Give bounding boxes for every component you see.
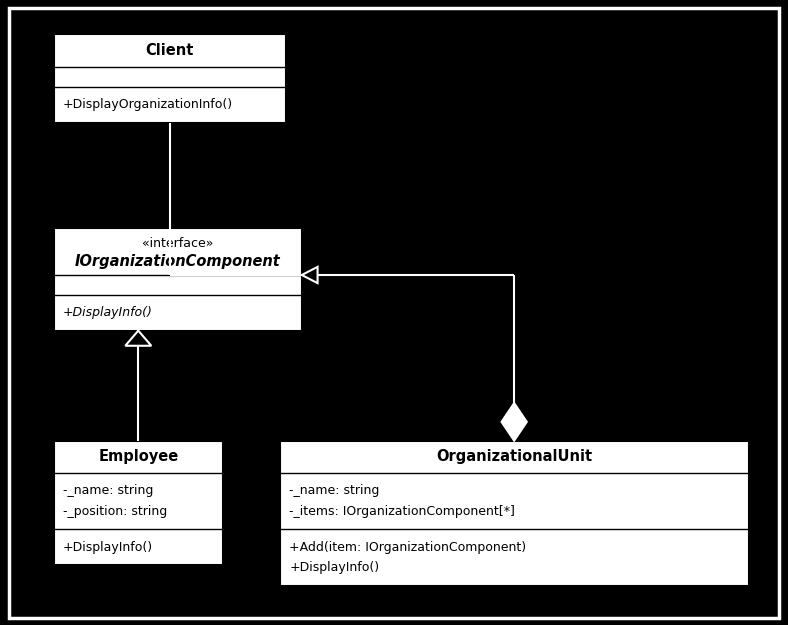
Bar: [54, 441, 223, 565]
Text: +DisplayOrganizationInfo(): +DisplayOrganizationInfo(): [63, 98, 233, 111]
Polygon shape: [125, 331, 151, 346]
Text: +DisplayInfo(): +DisplayInfo(): [63, 306, 153, 319]
Text: +DisplayInfo(): +DisplayInfo(): [63, 541, 153, 554]
Text: -_name: string: -_name: string: [289, 484, 380, 498]
Text: Client: Client: [146, 43, 194, 58]
Bar: [280, 441, 749, 586]
Bar: [54, 34, 286, 123]
Text: +DisplayInfo(): +DisplayInfo(): [289, 561, 379, 574]
Text: -_name: string: -_name: string: [63, 484, 154, 498]
Text: -_items: IOrganizationComponent[*]: -_items: IOrganizationComponent[*]: [289, 505, 515, 518]
Text: Employee: Employee: [98, 449, 178, 464]
Text: «interface»: «interface»: [142, 237, 214, 249]
Text: +Add(item: IOrganizationComponent): +Add(item: IOrganizationComponent): [289, 541, 526, 554]
Polygon shape: [302, 267, 318, 283]
Polygon shape: [501, 403, 526, 441]
Bar: [54, 228, 302, 331]
Text: OrganizationalUnit: OrganizationalUnit: [436, 449, 593, 464]
Text: IOrganizationComponent: IOrganizationComponent: [75, 254, 281, 269]
Text: -_position: string: -_position: string: [63, 505, 167, 518]
